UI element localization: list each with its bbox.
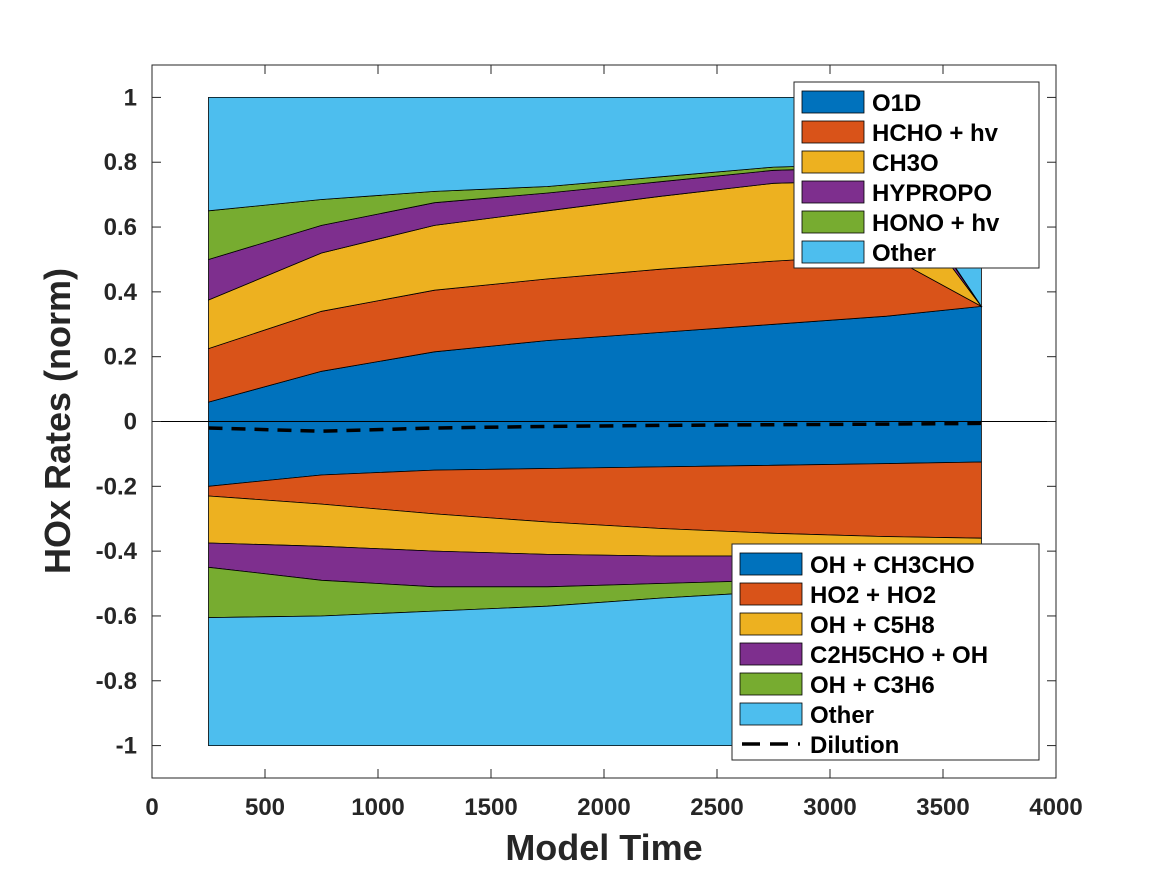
legend-swatch [801,240,865,264]
legend-label: C2H5CHO + OH [810,642,988,669]
legend-swatch [739,672,803,696]
y-tick-label: -0.2 [96,473,137,500]
x-tick-label: 1500 [464,794,517,821]
legend-label: CH3O [872,150,939,177]
area-layers [208,97,983,746]
legend-swatch [801,210,865,234]
x-tick-label: 2000 [577,794,630,821]
y-tick-label: -0.4 [96,538,138,565]
y-tick-label: 1 [124,84,137,111]
legend-label: HONO + hv [872,210,1000,237]
legend-label: OH + C5H8 [810,612,935,639]
legend-label: Other [810,702,874,729]
y-tick-labels: -1 -0.8 -0.6 -0.4 -0.2 0 0.2 0.4 0.6 0.8 1 [96,84,138,759]
production-area-6 [208,97,982,308]
production-legend: O1D HCHO + hv CH3O HYPROPO HONO + hv Other [793,81,1040,269]
legend-swatch [739,552,803,576]
legend-label: Other [872,240,936,267]
x-tick-label: 3000 [803,794,856,821]
x-tick-label: 2500 [690,794,743,821]
legend-swatch [801,120,865,144]
x-tick-label: 4000 [1029,794,1082,821]
x-tick-label: 0 [145,794,158,821]
dilution-group [208,421,982,433]
y-tick-label: -1 [116,733,137,760]
legend-label: O1D [872,90,921,117]
legend-swatch [801,180,865,204]
legend-label: HCHO + hv [872,120,999,147]
legend-label: HYPROPO [872,180,992,207]
legend-swatch [739,582,803,606]
axis-ticks [151,65,1057,778]
x-tick-label: 3500 [916,794,969,821]
x-tick-label: 500 [245,794,285,821]
legend-label: OH + CH3CHO [810,552,975,579]
y-axis-title: HOx Rates (norm) [37,268,78,574]
x-tick-label: 1000 [351,794,404,821]
y-tick-label: 0.4 [104,279,138,306]
x-tick-labels: 0 500 1000 1500 2000 2500 3000 3500 4000 [145,794,1082,821]
y-tick-label: 0.2 [104,344,137,371]
y-tick-label: -0.6 [96,603,137,630]
legend-label: OH + C3H6 [810,672,935,699]
legend-swatch [739,642,803,666]
legend-swatch [801,150,865,174]
loss-legend: OH + CH3CHO HO2 + HO2 OH + C5H8 C2H5CHO + O… [731,543,1040,761]
legend-swatch [801,90,865,114]
x-axis-title: Model Time [505,827,702,868]
dilution-line [208,421,982,433]
legend-label: Dilution [810,732,899,759]
legend-swatch [739,702,803,726]
y-tick-label: 0.8 [104,149,137,176]
y-tick-label: 0 [124,409,137,436]
legend-swatch [739,612,803,636]
y-tick-label: 0.6 [104,214,137,241]
legend-label: HO2 + HO2 [810,582,936,609]
y-tick-label: -0.8 [96,668,137,695]
